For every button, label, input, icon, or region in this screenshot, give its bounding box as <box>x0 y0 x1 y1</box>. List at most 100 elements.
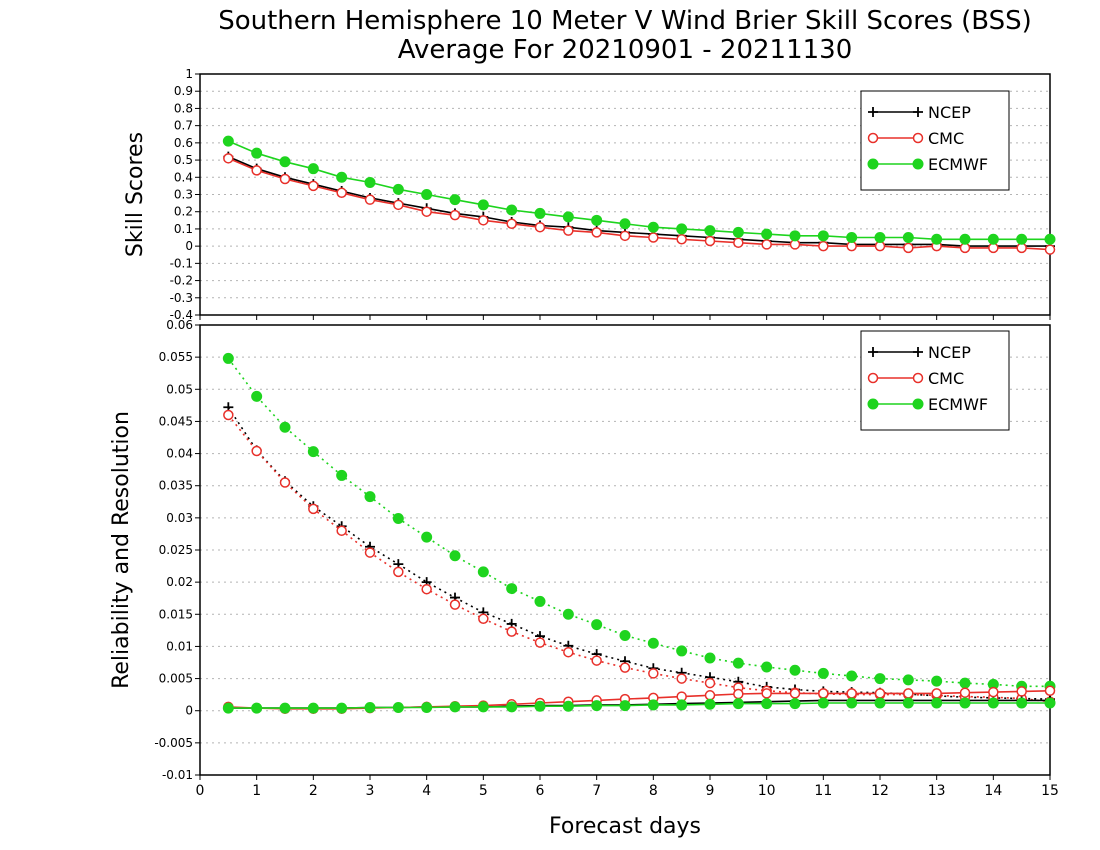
ncep-resolution-line <box>227 406 1051 700</box>
y-tick-label-bottom: 0.04 <box>166 447 193 461</box>
cmc-bss-point <box>308 180 319 192</box>
ecmwf-reliability-point <box>817 697 829 709</box>
ecmwf-bss-point <box>477 199 489 211</box>
cmc-bss-point <box>733 237 744 248</box>
y-tick-label-bottom: 0 <box>185 704 193 718</box>
cmc-bss-point <box>704 235 716 247</box>
ecmwf-reliability-point <box>846 697 858 709</box>
legend-marker-ecmwf <box>912 398 924 410</box>
y-tick-label-top: -0.2 <box>170 274 193 288</box>
y-axis-label-top: Skill Scores <box>123 132 148 257</box>
ecmwf-bss-point <box>789 230 801 242</box>
cmc-reliability-point <box>1016 686 1027 697</box>
ecmwf-bss-point <box>761 228 773 240</box>
x-tick-label: 4 <box>422 783 431 799</box>
ecmwf-resolution-point <box>534 595 546 607</box>
cmc-resolution-point <box>676 673 687 684</box>
legend-label-ecmwf: ECMWF <box>928 395 988 414</box>
y-tick-label-top: -0.1 <box>170 256 193 270</box>
ecmwf-resolution-point <box>364 491 376 503</box>
y-tick-label-bottom: 0.045 <box>159 414 193 428</box>
cmc-reliability-point <box>846 688 857 699</box>
reliability-resolution-panel: -0.01 -0.005 0 0.005 0.01 0.015 0.02 0.025 0.03 0… <box>109 318 1059 799</box>
ncep-reliability-line <box>228 699 1050 709</box>
legend-marker-ncep <box>913 347 923 357</box>
ecmwf-bss-point <box>1016 233 1028 245</box>
cmc-reliability-point <box>704 690 716 701</box>
ecmwf-reliability-point <box>534 700 546 712</box>
ecmwf-reliability-point <box>251 702 263 714</box>
ecmwf-resolution-point <box>449 550 461 562</box>
cmc-bss-point <box>563 225 574 236</box>
ecmwf-reliability-point <box>931 697 943 709</box>
cmc-reliability-point <box>818 688 829 699</box>
ecmwf-reliability-point <box>647 699 659 711</box>
legend-bottom: NCEP CMC ECMWF <box>860 330 1010 431</box>
cmc-resolution-point <box>591 655 602 666</box>
ecmwf-resolution-line <box>227 357 1050 688</box>
cmc-bss-point <box>818 240 829 252</box>
cmc-bss-point <box>336 187 347 199</box>
cmc-bss-point <box>1044 244 1056 255</box>
y-tick-label-bottom: 0.02 <box>166 575 193 589</box>
cmc-resolution-point <box>251 445 262 457</box>
legend-label-ecmwf: ECMWF <box>928 155 988 174</box>
ecmwf-bss-point <box>251 147 263 159</box>
y-tick-label-bottom: 0.035 <box>159 479 193 493</box>
ecmwf-bss-point <box>222 135 234 147</box>
legend-marker-cmc <box>867 132 879 144</box>
ecmwf-reliability-point <box>1044 697 1056 709</box>
cmc-resolution-point <box>223 409 234 421</box>
ecmwf-bss-point <box>534 207 546 219</box>
cmc-bss-point <box>478 215 489 226</box>
cmc-reliability-point <box>903 688 914 699</box>
y-tick-label-bottom: 0.06 <box>166 318 193 332</box>
legend-marker-ncep <box>868 107 878 117</box>
cmc-resolution-point <box>704 677 716 689</box>
ecmwf-resolution-point <box>562 608 574 620</box>
legend-marker-cmc <box>912 372 924 384</box>
ecmwf-reliability-point <box>1016 697 1028 709</box>
legend-marker-ncep <box>913 107 923 117</box>
legend-label-ncep: NCEP <box>928 343 971 362</box>
ecmwf-resolution-point <box>619 630 631 641</box>
y-tick-label-bottom: 0.055 <box>159 350 193 364</box>
legend-label-cmc: CMC <box>928 369 964 388</box>
ecmwf-resolution-point <box>817 667 829 679</box>
ecmwf-resolution-point <box>647 637 659 649</box>
ecmwf-bss-point <box>307 163 319 175</box>
ecmwf-bss-point <box>647 221 659 233</box>
cmc-bss-point <box>506 218 517 230</box>
y-tick-label-bottom: 0.01 <box>166 639 193 653</box>
ecmwf-reliability-point <box>761 698 773 710</box>
ecmwf-bss-point <box>817 230 829 242</box>
x-tick-label: 15 <box>1041 783 1059 799</box>
y-tick-label-top: 1 <box>185 67 193 81</box>
ecmwf-reliability-point <box>421 702 433 713</box>
x-tick-label: 14 <box>984 783 1002 799</box>
cmc-reliability-point <box>1044 685 1056 697</box>
ecmwf-bss-point <box>902 232 914 244</box>
ecmwf-resolution-point <box>307 446 319 458</box>
y-tick-label-bottom: 0.005 <box>159 672 193 686</box>
x-tick-label: 11 <box>814 783 832 799</box>
y-tick-label-top: -0.4 <box>170 308 193 322</box>
ecmwf-bss-point <box>1044 233 1056 245</box>
x-tick-label: 13 <box>928 783 946 799</box>
cmc-bss-point <box>251 165 262 176</box>
cmc-bss-point <box>648 232 659 243</box>
y-tick-label-top: 0.3 <box>174 188 193 202</box>
cmc-resolution-point <box>534 637 546 648</box>
cmc-resolution-point <box>449 599 461 610</box>
ecmwf-reliability-point <box>506 701 518 713</box>
x-tick-label: 7 <box>592 783 601 799</box>
cmc-bss-point <box>676 234 687 245</box>
cmc-reliability-point <box>789 688 801 699</box>
ecmwf-reliability-point <box>392 702 404 713</box>
cmc-bss-point <box>279 173 291 185</box>
x-tick-label: 9 <box>706 783 715 799</box>
chart-title-line2: Average For 20210901 - 20211130 <box>398 35 853 65</box>
ecmwf-bss-point <box>364 176 376 188</box>
cmc-bss-point <box>761 239 772 250</box>
